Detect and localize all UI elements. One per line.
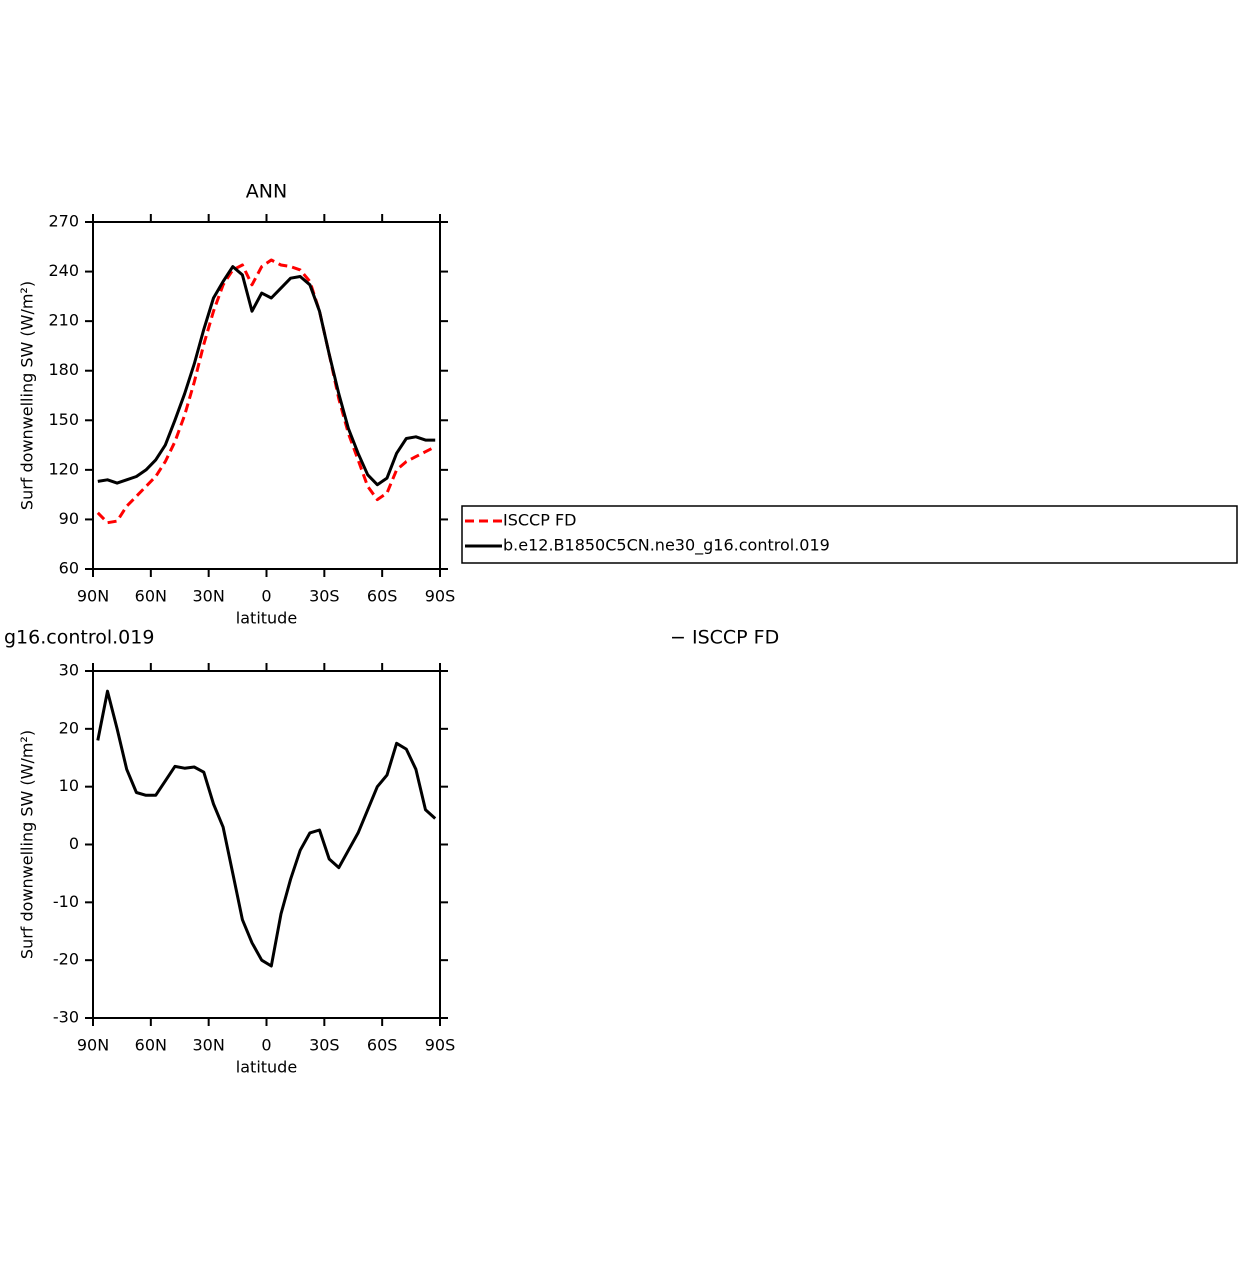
y-tick-label: 270 [48, 212, 79, 231]
y-axis-label: Surf downwelling SW (W/m²) [18, 281, 37, 510]
legend-label: b.e12.B1850C5CN.ne30_g16.control.019 [503, 536, 830, 556]
x-tick-label: 90S [425, 1036, 456, 1055]
x-tick-label: 90S [425, 587, 456, 606]
chart-title: − ISCCP FD [670, 627, 779, 649]
y-tick-label: 210 [48, 311, 79, 330]
data-line [96, 689, 437, 968]
chart-title: g16.control.019 [4, 627, 154, 649]
y-tick-label: 90 [59, 509, 79, 528]
legend-label: ISCCP FD [503, 511, 576, 530]
y-tick-label: 20 [59, 718, 79, 737]
x-axis-label: latitude [236, 609, 297, 628]
y-tick-label: 120 [48, 459, 79, 478]
x-tick-label: 0 [261, 1036, 271, 1055]
x-tick-label: 30S [309, 587, 340, 606]
x-tick-label: 60S [367, 1036, 398, 1055]
plot-frame [92, 670, 441, 1019]
x-tick-label: 60N [135, 1036, 167, 1055]
chart-title: ANN [246, 181, 287, 203]
x-tick-label: 60N [135, 587, 167, 606]
x-tick-label: 60S [367, 587, 398, 606]
y-tick-label: -10 [53, 892, 79, 911]
data-line [97, 265, 436, 487]
y-tick-label: 60 [59, 559, 79, 578]
plot-frame [92, 221, 441, 570]
y-tick-label: 10 [59, 776, 79, 795]
x-axis-label: latitude [236, 1058, 297, 1077]
data-line [96, 258, 436, 525]
y-tick-label: 0 [69, 834, 79, 853]
y-tick-label: -30 [53, 1008, 79, 1027]
y-tick-label: 180 [48, 360, 79, 379]
y-tick-label: 240 [48, 261, 79, 280]
y-tick-label: 150 [48, 410, 79, 429]
x-tick-label: 90N [77, 1036, 109, 1055]
x-tick-label: 0 [261, 587, 271, 606]
x-tick-label: 30N [193, 1036, 225, 1055]
x-tick-label: 30S [309, 1036, 340, 1055]
y-axis-label: Surf downwelling SW (W/m²) [18, 730, 37, 959]
y-tick-label: -20 [53, 950, 79, 969]
y-tick-label: 30 [59, 661, 79, 680]
legend-box [461, 505, 1238, 564]
x-tick-label: 30N [193, 587, 225, 606]
x-tick-label: 90N [77, 587, 109, 606]
